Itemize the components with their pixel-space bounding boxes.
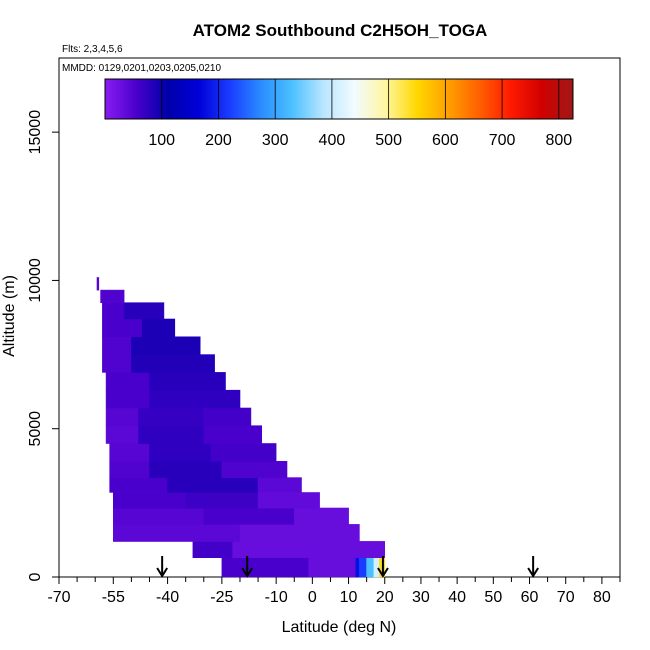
colorbar-tick-label: 200 [205,132,232,149]
heatmap-cell [96,277,100,291]
heatmap-cell [257,477,302,493]
colorbar-tick-label: 600 [432,132,459,149]
heatmap-cell [105,425,139,444]
heatmap-cell [109,443,150,462]
heatmap-cell [102,318,143,338]
heatmap-cell [102,302,125,320]
profile-arrow-head [156,567,168,578]
profile-arrow [241,556,254,578]
heatmap-cell [100,289,125,304]
heatmap-cell [109,477,168,493]
heatmap-cell [203,407,252,427]
heatmap-cell [373,557,380,578]
y-axis: 0 5000 10000 15000 [27,110,59,581]
heatmap-cell [185,492,259,509]
x-axis: -70 -55 -40 -25 -10 0 10 20 30 40 50 60 70 80 [47,577,621,606]
heatmap-cell [123,302,165,320]
heatmap-cell [138,407,205,427]
flights-label: Flts: 2,3,4,5,6 [62,44,123,55]
x-tick-label: 10 [340,589,358,606]
x-tick-label: 30 [412,589,430,606]
heatmap-cell [355,557,360,578]
profile-arrow-head [241,567,254,578]
x-tick-label: 50 [484,589,502,606]
heatmap-cell [149,372,226,391]
heatmap-cell [131,354,215,373]
colorbar-tick-label: 500 [375,132,402,149]
heatmap-cell [221,557,310,578]
heatmap-cell [131,336,201,355]
profile-arrow [377,556,389,578]
heatmap-cell [203,507,295,525]
heatmap-cell [149,443,212,462]
data-layer [96,277,385,578]
y-tick-label: 0 [27,572,44,581]
profile-arrow-head [527,567,539,578]
x-tick-label: -55 [102,589,125,606]
profile-arrow [527,556,539,578]
x-tick-label: -10 [265,589,288,606]
x-tick-label: 40 [448,589,466,606]
heatmap-cell [192,541,233,559]
heatmap-cell [293,507,349,525]
heatmap-cell [203,425,263,444]
heatmap-cell [102,354,132,373]
x-tick-label: 70 [557,589,575,606]
colorbar: 100 200 300 400 500 600 700 800 [104,78,574,149]
heatmap-cell [221,460,288,478]
heatmap-cell [113,507,205,525]
y-tick-label: 15000 [27,110,44,155]
heatmap-cell [149,389,241,409]
colorbar-tick-label: 100 [148,132,175,149]
dates-label: MMDD: 0129,0201,0203,0205,0210 [62,63,221,74]
heatmap-cell [366,557,375,578]
colorbar-bar [104,78,574,120]
colorbar-tick-label: 400 [319,132,346,149]
heatmap-cell [102,336,132,355]
x-tick-label: 80 [593,589,611,606]
heatmap-cell [109,460,150,478]
chart-title: ATOM2 Southbound C2H5OH_TOGA [193,21,488,40]
y-tick-label: 10000 [27,258,44,303]
heatmap-cell [149,460,223,478]
heatmap-cell [105,407,139,427]
heatmap-cell [105,372,150,391]
heatmap-cell [167,477,259,493]
x-tick-label: 0 [308,589,317,606]
x-tick-label: -70 [47,589,70,606]
x-tick-label: 60 [521,589,539,606]
profile-arrows [156,556,539,578]
heatmap-cell [113,492,187,509]
heatmap-cell [138,425,205,444]
profile-arrow [156,556,168,578]
x-tick-label: 20 [376,589,394,606]
x-tick-label: -25 [210,589,233,606]
heatmap-cell [308,557,357,578]
heatmap-cell [257,492,320,509]
heatmap-cell [239,524,360,542]
x-axis-label: Latitude (deg N) [282,619,397,636]
colorbar-tick-label: 300 [262,132,289,149]
heatmap-cell [141,318,176,338]
colorbar-tick-label: 800 [545,132,572,149]
heatmap-cell [105,389,150,409]
y-tick-label: 5000 [27,411,44,447]
heatmap-cell [210,443,277,462]
x-tick-label: -40 [156,589,179,606]
y-axis-label: Altitude (m) [1,275,18,357]
profile-arrow-head [377,567,389,578]
heatmap-cell [113,524,241,542]
colorbar-tick-label: 700 [489,132,516,149]
heatmap-cell [359,557,367,578]
heatmap-cell [232,541,385,559]
